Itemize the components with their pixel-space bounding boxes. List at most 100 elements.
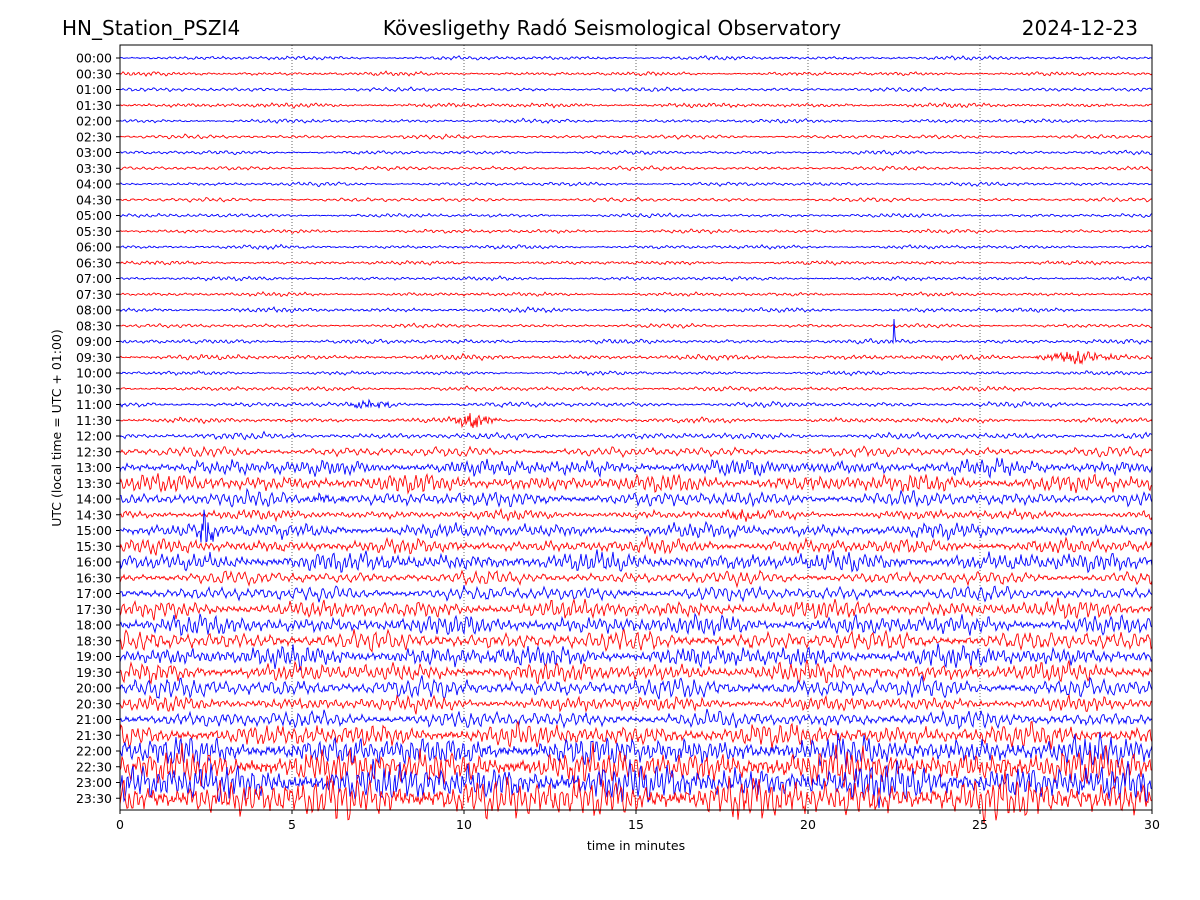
x-axis-ticks: 0 5 10 15 20 25 30 (116, 810, 1160, 832)
y-tick-label: 12:00 (76, 429, 112, 444)
y-tick-label: 17:00 (76, 586, 112, 601)
y-tick-label: 03:00 (76, 145, 112, 160)
trace-0830 (119, 322, 1153, 329)
y-axis-label: UTC (local time = UTC + 01:00) (49, 329, 64, 527)
y-tick-label: 23:00 (76, 775, 112, 790)
trace-1330 (119, 473, 1153, 495)
y-tick-label: 06:30 (76, 255, 112, 270)
trace-1900 (119, 643, 1153, 671)
x-tick-label: 20 (800, 817, 816, 832)
y-tick-label: 19:30 (76, 665, 112, 680)
trace-1630 (119, 569, 1153, 589)
trace-1300 (119, 457, 1153, 479)
y-tick-label: 11:30 (76, 413, 112, 428)
trace-1700 (119, 585, 1153, 603)
y-tick-label: 05:30 (76, 224, 112, 239)
trace-0430 (120, 196, 1153, 203)
y-tick-label: 15:30 (76, 539, 112, 554)
y-tick-label: 22:30 (76, 759, 112, 774)
y-tick-label: 15:00 (76, 523, 112, 538)
x-tick-label: 15 (628, 817, 644, 832)
y-tick-label: 06:00 (76, 240, 112, 255)
trace-0930 (119, 350, 1153, 365)
y-tick-label: 02:30 (76, 129, 112, 144)
trace-0400 (119, 181, 1153, 188)
y-axis-ticks: 00:0000:3001:0001:3002:0002:3003:0003:30… (76, 51, 120, 806)
y-tick-label: 13:00 (76, 460, 112, 475)
y-tick-label: 17:30 (76, 602, 112, 617)
y-tick-label: 14:00 (76, 492, 112, 507)
trace-0700 (119, 275, 1153, 282)
y-tick-label: 07:00 (76, 271, 112, 286)
y-tick-label: 07:30 (76, 287, 112, 302)
trace-2000 (119, 674, 1153, 700)
y-tick-label: 02:00 (76, 114, 112, 129)
trace-0230 (119, 133, 1153, 140)
x-axis-label: time in minutes (587, 838, 685, 853)
trace-2230 (119, 742, 1153, 788)
y-tick-label: 11:00 (76, 397, 112, 412)
trace-0030 (119, 70, 1153, 77)
chart-date: 2024-12-23 (1021, 16, 1138, 40)
y-tick-label: 09:30 (76, 350, 112, 365)
trace-2200 (119, 731, 1153, 770)
x-tick-label: 30 (1144, 817, 1160, 832)
trace-0500 (119, 212, 1153, 219)
seismogram-traces (119, 55, 1153, 825)
trace-0730 (119, 290, 1153, 297)
trace-0800 (119, 306, 1153, 314)
trace-1200 (119, 430, 1153, 441)
trace-1400 (119, 487, 1153, 508)
x-tick-label: 5 (288, 817, 296, 832)
trace-0100 (119, 86, 1153, 93)
y-tick-label: 13:30 (76, 476, 112, 491)
chart-title: Kövesligethy Radó Seismological Observat… (382, 16, 842, 40)
y-tick-label: 04:30 (76, 192, 112, 207)
y-tick-label: 21:00 (76, 712, 112, 727)
y-tick-label: 12:30 (76, 444, 112, 459)
trace-1130 (119, 413, 1153, 429)
y-tick-label: 08:00 (76, 303, 112, 318)
y-tick-label: 16:30 (76, 570, 112, 585)
trace-1230 (119, 445, 1153, 459)
y-tick-label: 04:00 (76, 177, 112, 192)
trace-0630 (120, 259, 1153, 266)
y-tick-label: 20:30 (76, 696, 112, 711)
y-tick-label: 10:00 (76, 366, 112, 381)
trace-1930 (119, 659, 1153, 685)
y-tick-label: 20:00 (76, 681, 112, 696)
trace-1800 (119, 612, 1153, 637)
y-tick-label: 14:30 (76, 507, 112, 522)
y-tick-label: 08:30 (76, 318, 112, 333)
y-tick-label: 00:00 (76, 51, 112, 66)
y-tick-label: 10:30 (76, 381, 112, 396)
y-tick-label: 18:30 (76, 633, 112, 648)
y-tick-label: 22:00 (76, 744, 112, 759)
trace-2030 (119, 694, 1153, 715)
trace-0300 (119, 149, 1153, 156)
trace-2130 (119, 720, 1153, 750)
trace-1600 (119, 549, 1153, 574)
y-tick-label: 03:30 (76, 161, 112, 176)
y-tick-label: 16:00 (76, 555, 112, 570)
trace-1100 (119, 398, 1153, 410)
station-name: HN_Station_PSZI4 (62, 16, 241, 40)
x-tick-label: 10 (456, 817, 472, 832)
y-tick-label: 19:00 (76, 649, 112, 664)
trace-0130 (120, 102, 1153, 109)
trace-1000 (119, 370, 1153, 377)
y-tick-label: 00:30 (76, 66, 112, 81)
y-tick-label: 01:00 (76, 82, 112, 97)
y-tick-label: 01:30 (76, 98, 112, 113)
y-tick-label: 23:30 (76, 791, 112, 806)
x-tick-label: 25 (972, 817, 988, 832)
trace-1430 (119, 507, 1153, 523)
trace-1530 (119, 534, 1153, 556)
trace-0200 (119, 117, 1153, 125)
trace-0900 (119, 318, 1153, 345)
grid-lines (291, 45, 981, 810)
y-tick-label: 18:00 (76, 618, 112, 633)
trace-0000 (119, 55, 1153, 61)
trace-1030 (119, 385, 1153, 392)
